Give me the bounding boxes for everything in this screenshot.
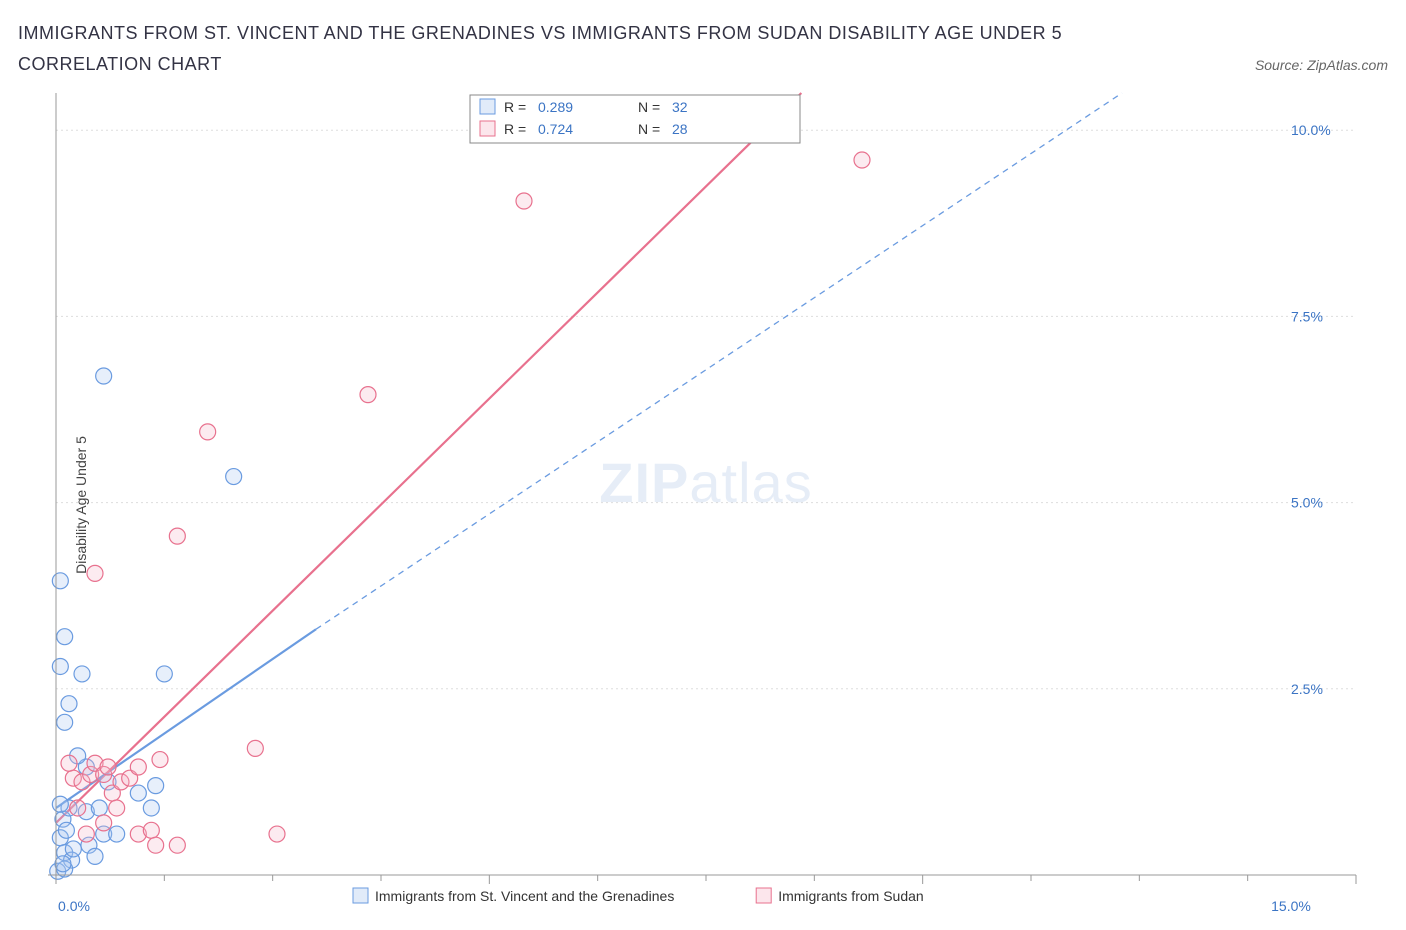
- scatter-point: [148, 778, 164, 794]
- scatter-point: [74, 666, 90, 682]
- x-tick-label: 0.0%: [58, 898, 90, 914]
- scatter-point: [169, 837, 185, 853]
- scatter-point: [360, 387, 376, 403]
- y-axis-label: Disability Age Under 5: [73, 436, 89, 574]
- scatter-point: [52, 659, 68, 675]
- legend-n-value: 32: [672, 99, 688, 115]
- y-tick-label: 10.0%: [1291, 122, 1331, 138]
- legend-n-label: N =: [638, 99, 660, 115]
- source-label: Source: ZipAtlas.com: [1255, 57, 1388, 79]
- x-tick-label: 15.0%: [1271, 898, 1311, 914]
- scatter-point: [143, 800, 159, 816]
- scatter-point: [156, 666, 172, 682]
- scatter-point: [57, 715, 73, 731]
- scatter-point: [65, 841, 81, 857]
- scatter-point: [247, 741, 263, 757]
- scatter-point: [61, 755, 77, 771]
- scatter-point: [96, 815, 112, 831]
- scatter-point: [516, 193, 532, 209]
- scatter-point: [130, 785, 146, 801]
- scatter-point: [55, 856, 71, 872]
- chart-title: IMMIGRANTS FROM ST. VINCENT AND THE GREN…: [18, 18, 1138, 79]
- scatter-point: [109, 826, 125, 842]
- legend-n-label: N =: [638, 121, 660, 137]
- scatter-point: [269, 826, 285, 842]
- legend-n-value: 28: [672, 121, 688, 137]
- scatter-point: [169, 528, 185, 544]
- scatter-point: [143, 823, 159, 839]
- scatter-point: [148, 837, 164, 853]
- scatter-point: [78, 826, 94, 842]
- legend-swatch: [353, 888, 368, 903]
- scatter-point: [87, 566, 103, 582]
- scatter-point: [100, 759, 116, 775]
- scatter-point: [52, 573, 68, 589]
- scatter-point: [61, 696, 77, 712]
- scatter-point: [200, 424, 216, 440]
- y-tick-label: 5.0%: [1291, 495, 1323, 511]
- scatter-point: [226, 469, 242, 485]
- scatter-point: [87, 849, 103, 865]
- scatter-point: [91, 800, 107, 816]
- scatter-point: [96, 368, 112, 384]
- legend-series-label: Immigrants from Sudan: [778, 888, 924, 904]
- legend-swatch: [480, 99, 495, 114]
- legend-swatch: [756, 888, 771, 903]
- legend-r-value: 0.724: [538, 121, 573, 137]
- scatter-point: [854, 152, 870, 168]
- legend-r-label: R =: [504, 121, 526, 137]
- scatter-point: [152, 752, 168, 768]
- watermark: ZIPatlas: [599, 451, 812, 514]
- legend-r-value: 0.289: [538, 99, 573, 115]
- correlation-scatter-chart: ZIPatlas 2.5% 5.0% 7.5% 10.0% 0.0% 15.0% R = 0.2…: [18, 85, 1388, 925]
- legend-series-label: Immigrants from St. Vincent and the Gren…: [375, 888, 674, 904]
- scatter-point: [57, 629, 73, 645]
- y-tick-label: 7.5%: [1291, 309, 1323, 325]
- scatter-point: [70, 800, 86, 816]
- scatter-point: [130, 759, 146, 775]
- scatter-point: [58, 823, 74, 839]
- y-tick-label: 2.5%: [1291, 681, 1323, 697]
- legend-swatch: [480, 121, 495, 136]
- scatter-point: [109, 800, 125, 816]
- legend-r-label: R =: [504, 99, 526, 115]
- scatter-point: [52, 796, 68, 812]
